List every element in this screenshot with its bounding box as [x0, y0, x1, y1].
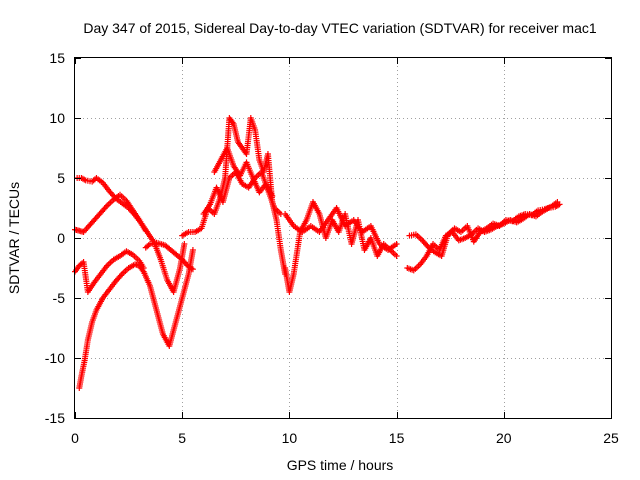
data-point [554, 199, 561, 205]
data-point [269, 193, 276, 199]
x-tick-label: 0 [71, 430, 79, 446]
chart-title: Day 347 of 2015, Sidereal Day-to-day VTE… [83, 20, 596, 36]
data-point [393, 253, 400, 259]
data-point [189, 266, 196, 273]
series-arc-c [72, 248, 147, 295]
series-arc-l [406, 199, 561, 259]
series-arc-h [211, 145, 276, 199]
series-arc-e [142, 239, 196, 273]
x-tick-label: 25 [603, 430, 619, 446]
series-arc-j [282, 205, 400, 253]
grid-lines [75, 58, 611, 418]
data-point [393, 241, 400, 247]
y-tick-label: 0 [57, 230, 65, 246]
x-axis-label: GPS time / hours [287, 457, 394, 473]
y-tick-label: 5 [57, 170, 65, 186]
x-tick-label: 20 [496, 430, 512, 446]
series-arc-a [74, 175, 188, 295]
y-tick-labels: -15 -10 -5 0 5 10 15 [45, 50, 65, 426]
data-point [142, 227, 149, 234]
y-tick-label: -10 [45, 350, 65, 366]
series-arc-d [76, 247, 196, 391]
y-tick-label: -15 [45, 410, 65, 426]
data-point [181, 241, 188, 247]
plot-area-border [74, 57, 612, 419]
x-tick-label: 15 [389, 430, 405, 446]
y-tick-label: 10 [49, 110, 65, 126]
axis-ticks [75, 58, 612, 419]
series-arc-i [282, 199, 400, 295]
x-tick-labels: 0 5 10 15 20 25 [71, 430, 619, 446]
y-axis-label: SDTVAR / TECUs [6, 182, 22, 294]
y-tick-label: 15 [49, 50, 65, 66]
x-tick-label: 10 [282, 430, 298, 446]
data-point [189, 247, 196, 253]
data-marks [72, 115, 563, 391]
y-tick-label: -5 [53, 290, 66, 306]
x-tick-label: 5 [178, 430, 186, 446]
series-arc-b [72, 191, 149, 235]
